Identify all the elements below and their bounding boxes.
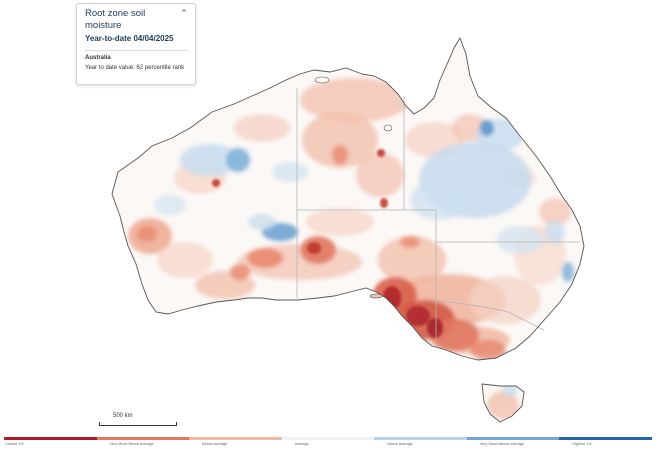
panel-value-text: Year to date value: 62 percentile rank bbox=[85, 65, 185, 71]
map-canvas[interactable] bbox=[0, 0, 660, 437]
soil-moisture-anomaly-layer bbox=[128, 78, 574, 419]
tiwi-islands bbox=[314, 76, 330, 84]
legend-swatch bbox=[374, 437, 467, 440]
kangaroo-island bbox=[369, 293, 383, 299]
legend-swatch bbox=[96, 437, 190, 440]
legend-label: Highest 1% bbox=[572, 442, 592, 446]
legend-swatch bbox=[189, 437, 282, 440]
chevron-up-icon[interactable]: ⌃ bbox=[180, 8, 188, 18]
scale-bar-line bbox=[99, 422, 177, 426]
legend-label: Average bbox=[294, 442, 309, 446]
legend-label: Very Much Below average bbox=[109, 442, 154, 446]
scale-bar-label: 500 km bbox=[113, 413, 133, 419]
state-borders bbox=[296, 88, 580, 340]
legend-swatch bbox=[559, 437, 653, 440]
border-nsw-vic bbox=[435, 299, 545, 331]
legend-swatch bbox=[466, 437, 560, 440]
groote-eylandt bbox=[383, 124, 393, 132]
info-panel: Root zone soil moisture Year-to-date 04/… bbox=[76, 3, 196, 85]
panel-title: Root zone soil moisture bbox=[85, 8, 146, 31]
legend-label: Lowest 1% bbox=[5, 442, 24, 446]
panel-region: Australia bbox=[85, 55, 111, 61]
legend-color-bar bbox=[4, 437, 653, 440]
legend-labels: Lowest 1% Very Much Below average Below av… bbox=[4, 442, 652, 450]
legend-label: Above average bbox=[387, 442, 413, 446]
color-legend: Lowest 1% Very Much Below average Below av… bbox=[4, 437, 653, 451]
legend-swatch bbox=[4, 437, 97, 440]
legend-swatch bbox=[281, 437, 375, 440]
panel-divider bbox=[85, 50, 187, 51]
legend-label: Below average bbox=[202, 442, 228, 446]
legend-label: Very Much Above average bbox=[479, 442, 525, 446]
panel-subtitle: Year-to-date 04/04/2025 bbox=[85, 34, 174, 43]
scale-bar: 500 km bbox=[99, 413, 177, 426]
